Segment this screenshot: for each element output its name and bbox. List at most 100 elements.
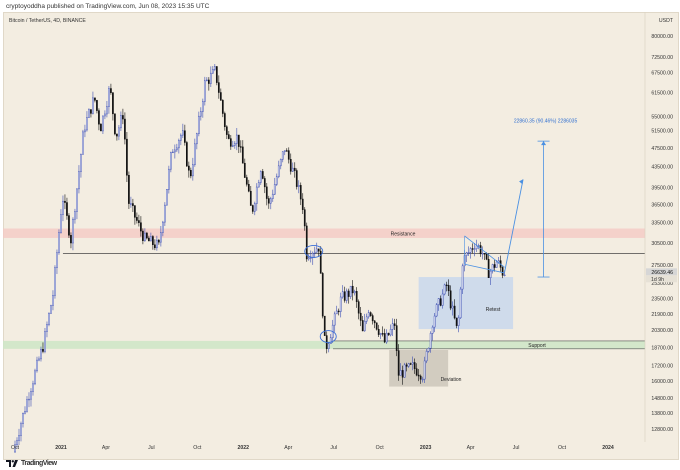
y-tick-label: 80000.00 [651,34,673,40]
y-tick-label: 51500.00 [651,128,673,134]
candle-body [96,100,98,111]
candle-body [415,368,418,376]
candle-body [193,143,196,165]
candle-body [22,412,24,424]
candle-body [251,205,254,212]
candle-body [211,69,214,74]
y-tick-label: 13800.00 [651,411,673,417]
candle-body [475,245,478,250]
candle-body [128,174,130,204]
candle-body [42,349,44,352]
candle-body [391,323,394,330]
y-tick-label: 17200.00 [651,364,673,370]
candle-body [140,222,142,232]
candle-body [32,383,34,392]
candle-body [178,140,180,149]
candle-body [255,186,258,204]
candle-body [399,370,402,376]
candle-body [98,110,100,125]
projection-arrow-line [504,179,524,273]
candle-body [182,130,184,136]
candle-body [343,291,346,301]
candle-body [317,248,320,252]
candle-body [367,312,370,318]
y-tick-label: 23500.00 [651,297,673,303]
candle-body [419,375,422,380]
candle-body [235,134,238,144]
y-tick-label: 33500.00 [651,221,673,227]
x-tick-label: Oct [11,445,20,451]
x-tick-label: 2022 [238,445,250,451]
candle-body [465,252,468,256]
candle-body [136,217,138,221]
candle-body [259,171,262,183]
zone-label-resistance: Resistance [391,232,416,238]
candle-body [74,211,76,220]
candle-body [106,106,108,115]
candle-body [217,82,220,93]
candle-body [429,333,432,349]
candle-body [281,151,284,160]
candle-body [229,138,232,147]
candle-body [383,333,386,343]
y-tick-label: 67500.00 [651,70,673,76]
candle-body [243,162,246,178]
y-tick-label: 25300.00 [651,281,673,287]
candle-body [237,134,240,147]
candle-body [184,130,186,143]
y-tick-label: 27500.00 [651,263,673,269]
candle-body [347,290,350,297]
candle-body [427,347,430,352]
candle-body [34,370,36,385]
candle-body [164,204,166,223]
candle-body [76,188,78,212]
candle-body [170,152,172,170]
candle-body [221,100,224,114]
countdown-label: 1d 9h [651,277,664,283]
candle-body [60,214,62,233]
candle-body [152,236,154,246]
measure-label: 22860.35 (90.46%) 2286035 [514,118,578,124]
candle-body [197,115,200,134]
candle-body [435,304,438,317]
candle-body [166,189,168,206]
candle-body [405,364,408,367]
candle-body [483,253,486,255]
candle-body [467,252,470,254]
candle-body [449,290,452,309]
y-tick-label: 12800.00 [651,427,673,433]
candle-body [108,88,110,107]
candle-body [287,150,290,160]
candle-body [493,264,496,268]
candle-body [485,253,488,260]
candle-body [28,398,30,401]
candle-body [38,358,40,361]
candle-body [447,285,450,292]
candle-body [144,232,146,241]
candle-body [339,296,342,312]
candle-body [479,245,482,255]
candle-body [215,66,218,83]
candle-body [481,253,484,255]
candle-body [385,332,388,343]
candle-body [138,220,140,223]
candle-body [168,168,170,190]
candle-body [407,363,410,367]
candle-body [104,113,106,117]
tradingview-brand[interactable]: TradingView [21,459,57,467]
zone-label-support: Support [528,343,546,349]
price-chart[interactable]: Resistance Support Retest Deviation 22860.35… [3,12,677,458]
candle-body [501,267,504,276]
candle-body [48,313,50,325]
candle-body [209,72,212,84]
candle-body [471,248,474,250]
candle-body [219,92,222,101]
candle-body [417,374,420,377]
y-tick-label: 21900.00 [651,312,673,318]
candle-body [54,267,56,296]
candle-body [421,378,424,381]
candle-body [313,251,316,254]
candle-body [46,324,48,332]
candle-body [94,97,96,101]
candle-body [203,80,206,102]
